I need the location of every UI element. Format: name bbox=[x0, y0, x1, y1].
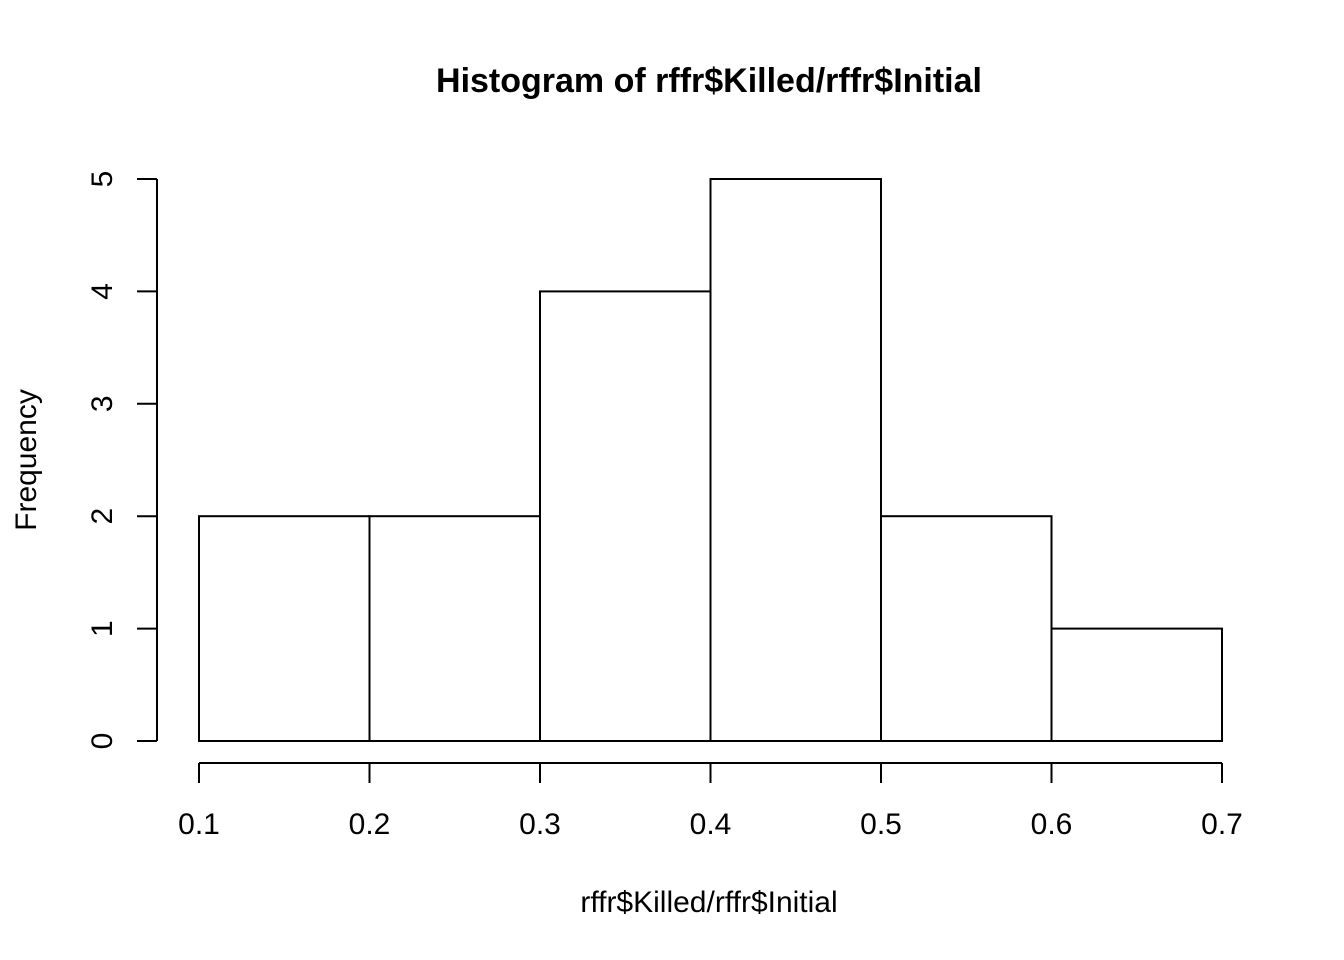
histogram-bar-3 bbox=[709, 178, 882, 742]
x-tick-label-3: 0.4 bbox=[690, 808, 732, 841]
x-axis-title: rffr$Killed/rffr$Initial bbox=[580, 886, 837, 919]
histogram-bar-0 bbox=[198, 515, 371, 743]
x-tick-label-1: 0.2 bbox=[349, 808, 391, 841]
chart-title: Histogram of rffr$Killed/rffr$Initial bbox=[436, 62, 982, 100]
histogram-bar-2 bbox=[539, 290, 712, 742]
y-tick-label-4: 4 bbox=[86, 283, 119, 300]
x-tick-label-6: 0.7 bbox=[1201, 808, 1243, 841]
x-tick-label-2: 0.3 bbox=[519, 808, 561, 841]
histogram-bar-5 bbox=[1050, 627, 1223, 742]
y-tick-label-0: 0 bbox=[86, 733, 119, 750]
y-tick-label-2: 2 bbox=[86, 508, 119, 525]
y-axis-title: Frequency bbox=[10, 389, 43, 531]
x-tick-label-5: 0.6 bbox=[1031, 808, 1073, 841]
histogram-bar-1 bbox=[368, 515, 541, 743]
bars-group bbox=[198, 178, 1223, 743]
x-tick-label-4: 0.5 bbox=[860, 808, 902, 841]
y-tick-label-3: 3 bbox=[86, 395, 119, 412]
y-tick-label-5: 5 bbox=[86, 171, 119, 188]
x-tick-label-0: 0.1 bbox=[178, 808, 220, 841]
x-axis: 0.1 0.2 0.3 0.4 0.5 0.6 0.7 bbox=[178, 762, 1243, 841]
y-tick-label-1: 1 bbox=[86, 620, 119, 637]
histogram-bar-4 bbox=[880, 515, 1053, 743]
y-axis: 0 1 2 3 4 5 bbox=[86, 171, 158, 750]
